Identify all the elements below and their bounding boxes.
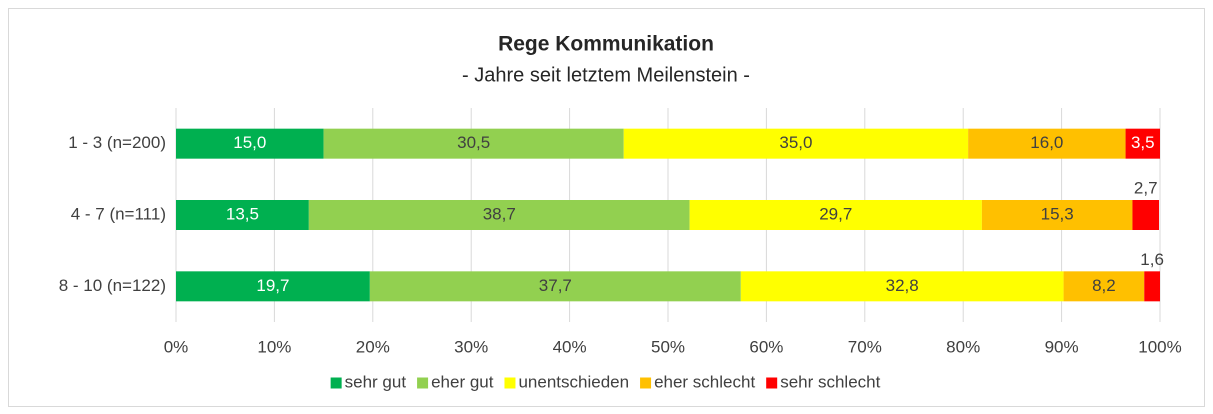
data-label: 32,8	[886, 276, 919, 295]
bar-segment	[176, 271, 370, 302]
data-label: 16,0	[1030, 133, 1063, 152]
data-label: 2,7	[1134, 178, 1158, 197]
bar-segment	[1132, 200, 1160, 230]
bar-segment	[369, 271, 741, 302]
legend-item: sehr gut	[330, 372, 407, 391]
legend-label: eher gut	[431, 372, 494, 391]
legend-item: unentschieden	[504, 372, 629, 391]
data-label: 19,7	[256, 276, 289, 295]
x-tick-label: 10%	[257, 337, 291, 356]
legend-label: sehr gut	[345, 372, 407, 391]
x-tick-label: 50%	[651, 337, 685, 356]
x-tick-label: 40%	[553, 337, 587, 356]
legend-swatch	[504, 377, 516, 389]
bar-segment	[176, 200, 309, 230]
data-label: 8,2	[1092, 276, 1116, 295]
bar-segment	[1144, 271, 1160, 302]
legend-item: eher gut	[417, 372, 494, 391]
bar-segment	[981, 200, 1133, 230]
legend-swatch	[330, 377, 342, 389]
legend-item: eher schlecht	[640, 372, 755, 391]
x-tick-label: 90%	[1045, 337, 1079, 356]
x-tick-label: 70%	[848, 337, 882, 356]
data-label: 37,7	[539, 276, 572, 295]
bar-segment	[176, 128, 324, 159]
bar-segment	[740, 271, 1064, 302]
data-label: 1,6	[1140, 250, 1164, 269]
x-tick-label: 100%	[1138, 337, 1181, 356]
bar-segment	[323, 128, 624, 159]
y-tick-label: 1 - 3 (n=200)	[68, 133, 166, 152]
bar-segment	[308, 200, 690, 230]
data-label: 38,7	[483, 204, 516, 223]
legend-item: sehr schlecht	[766, 372, 881, 391]
x-tick-label: 0%	[164, 337, 189, 356]
legend-label: eher schlecht	[654, 372, 755, 391]
data-label: 35,0	[779, 133, 812, 152]
data-label: 3,5	[1131, 133, 1155, 152]
y-tick-label: 8 - 10 (n=122)	[59, 276, 166, 295]
y-tick-label: 4 - 7 (n=111)	[71, 204, 166, 223]
bar-segment	[1125, 128, 1160, 159]
x-tick-label: 20%	[356, 337, 390, 356]
legend-swatch	[640, 377, 652, 389]
legend-swatch	[417, 377, 429, 389]
data-label: 30,5	[457, 133, 490, 152]
x-tick-label: 60%	[749, 337, 783, 356]
data-label: 13,5	[226, 204, 259, 223]
legend-label: sehr schlecht	[780, 372, 880, 391]
x-tick-label: 80%	[946, 337, 980, 356]
bar-segment	[968, 128, 1126, 159]
data-label: 15,0	[233, 133, 266, 152]
data-label: 15,3	[1041, 204, 1074, 223]
chart-title: Rege Kommunikation	[498, 33, 714, 56]
bar-segment	[689, 200, 982, 230]
legend-label: unentschieden	[518, 372, 629, 391]
legend-swatch	[766, 377, 778, 389]
chart-subtitle: - Jahre seit letztem Meilenstein -	[462, 64, 750, 86]
x-tick-label: 30%	[454, 337, 488, 356]
bar-segment	[623, 128, 969, 159]
bar-segment	[1063, 271, 1145, 302]
data-label: 29,7	[819, 204, 852, 223]
